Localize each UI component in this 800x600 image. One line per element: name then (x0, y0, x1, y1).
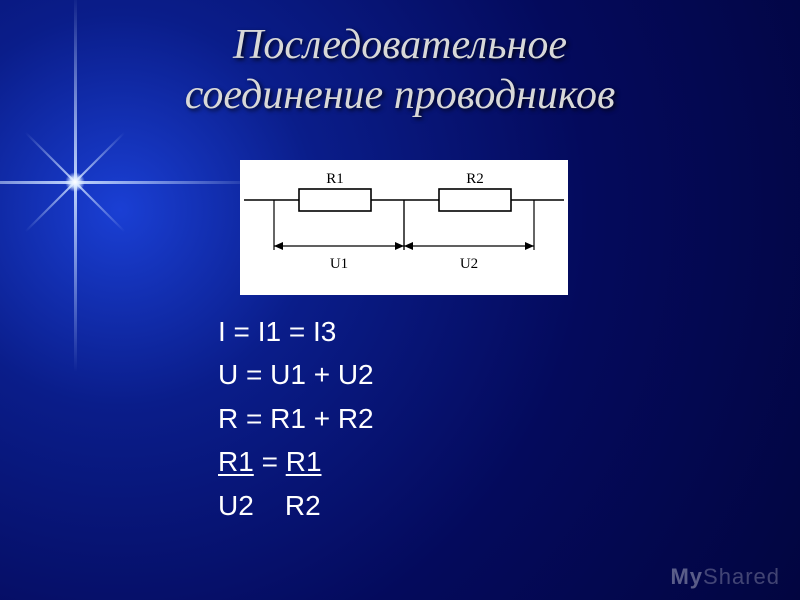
ratio-bot-left: U2 (218, 490, 254, 521)
formula-ratio-bottom: U2 R2 (218, 484, 374, 527)
formula-ratio-top: R1 = R1 (218, 440, 374, 483)
svg-text:U1: U1 (330, 256, 348, 272)
title-line-2: соединение проводников (0, 70, 800, 120)
ratio-eq: = (254, 446, 286, 477)
formula-voltage: U = U1 + U2 (218, 353, 374, 396)
ratio-top-left: R1 (218, 446, 254, 477)
flare-core (65, 172, 85, 192)
formula-resistance: R = R1 + R2 (218, 397, 374, 440)
ratio-top-right: R1 (286, 446, 322, 477)
svg-text:R2: R2 (466, 171, 484, 187)
watermark-rest: Shared (703, 564, 780, 589)
watermark-brand: My (670, 564, 703, 589)
circuit-svg: R1 R2 U1 U2 (244, 168, 564, 282)
slide-title: Последовательное соединение проводников (0, 0, 800, 121)
svg-text:U2: U2 (460, 256, 478, 272)
flare-ray-horizontal (0, 181, 265, 184)
circuit-diagram: R1 R2 U1 U2 (240, 160, 568, 295)
ratio-gap (254, 490, 285, 521)
title-line-1: Последовательное (0, 20, 800, 70)
formulas-block: I = I1 = I3 U = U1 + U2 R = R1 + R2 R1 =… (218, 310, 374, 527)
svg-text:R1: R1 (326, 171, 344, 187)
formula-current: I = I1 = I3 (218, 310, 374, 353)
watermark: MyShared (670, 564, 780, 590)
ratio-bot-right: R2 (285, 490, 321, 521)
